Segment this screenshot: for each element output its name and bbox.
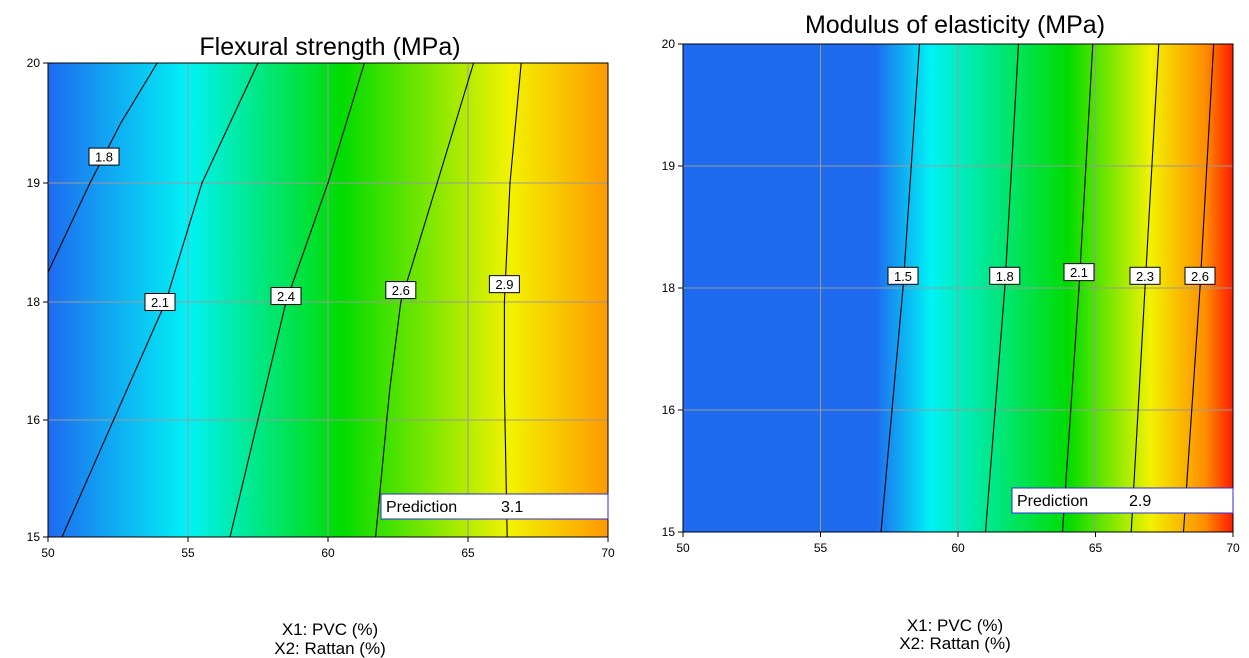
y-axis-label: X2: Rattan (%) bbox=[899, 634, 1011, 653]
x-tick-label: 55 bbox=[814, 541, 828, 555]
contour-label-box bbox=[989, 266, 1021, 285]
contour-line bbox=[61, 62, 259, 538]
chart-title: Modulus of elasticity (MPa) bbox=[805, 11, 1105, 39]
contour-label-text: 2.6 bbox=[392, 283, 410, 298]
contour-label: 2.4 bbox=[270, 287, 302, 306]
contour-line bbox=[503, 62, 522, 538]
modulus-of-elasticity-plot: 1.5 1.8 2.1 2.3 2.6 50 55 60 65 70 15 16 18 19 20 Modul… bbox=[662, 11, 1240, 653]
y-tick-label: 18 bbox=[662, 281, 676, 295]
y-tick-label: 19 bbox=[662, 159, 676, 173]
x-tick-label: 60 bbox=[321, 546, 335, 560]
x-tick-label: 50 bbox=[676, 541, 690, 555]
x-axis-label: X1: PVC (%) bbox=[907, 616, 1003, 635]
contour-line bbox=[1130, 43, 1160, 533]
flexural-strength-chart: 1.8 2.1 2.4 2.6 2.9 50 55 60 65 70 15 16 18 19 20 Flexu… bbox=[27, 33, 615, 658]
contour-line bbox=[229, 62, 365, 538]
contour-label-box bbox=[1129, 266, 1161, 285]
prediction-box-frame bbox=[1011, 487, 1234, 514]
y-tick-label: 18 bbox=[27, 295, 41, 309]
contour-label-text: 2.1 bbox=[151, 295, 169, 310]
contour-label: 2.1 bbox=[144, 293, 176, 311]
contour-label-box bbox=[887, 266, 919, 285]
contour-label-box bbox=[144, 293, 176, 311]
y-tick-label: 20 bbox=[27, 56, 41, 70]
contour-label-box bbox=[270, 287, 302, 306]
prediction-label: Prediction bbox=[386, 499, 457, 516]
contour-label: 2.1 bbox=[1063, 263, 1095, 282]
contour-label-text: 1.8 bbox=[996, 269, 1014, 284]
contour-line bbox=[984, 43, 1020, 533]
contour-label-text: 1.5 bbox=[894, 269, 912, 284]
y-tick-label: 16 bbox=[662, 403, 676, 417]
contour-label: 1.8 bbox=[88, 147, 120, 166]
flexural-strength-plot: 1.8 2.1 2.4 2.6 2.9 50 55 60 65 70 15 16 18 19 20 Flexu… bbox=[27, 33, 615, 658]
contour-label-box bbox=[385, 281, 417, 300]
contour-label: 1.5 bbox=[887, 266, 919, 285]
contour-label-text: 2.3 bbox=[1136, 269, 1154, 284]
contour-line bbox=[1061, 43, 1094, 533]
prediction-box: Prediction 3.1 bbox=[380, 493, 609, 520]
contour-line bbox=[1182, 43, 1215, 533]
prediction-box: Prediction 2.9 bbox=[1011, 487, 1234, 514]
prediction-value: 3.1 bbox=[501, 499, 523, 516]
contour-label-text: 2.6 bbox=[1191, 269, 1209, 284]
contour-label: 2.3 bbox=[1129, 266, 1161, 285]
contour-label-box bbox=[488, 275, 520, 294]
x-tick-label: 65 bbox=[461, 546, 475, 560]
y-tick-label: 20 bbox=[662, 37, 676, 51]
contour-label-text: 2.9 bbox=[495, 277, 513, 292]
contour-label: 2.6 bbox=[1184, 266, 1216, 285]
y-tick-label: 16 bbox=[27, 413, 41, 427]
contour-label: 2.9 bbox=[488, 275, 520, 294]
contour-label-box bbox=[1063, 263, 1095, 282]
x-tick-label: 60 bbox=[951, 541, 965, 555]
x-axis-label: X1: PVC (%) bbox=[282, 620, 378, 639]
y-axis-label: X2: Rattan (%) bbox=[274, 639, 386, 658]
contour-label-text: 2.1 bbox=[1070, 265, 1088, 280]
x-tick-label: 70 bbox=[1226, 541, 1240, 555]
y-tick-label: 15 bbox=[27, 530, 41, 544]
x-tick-label: 50 bbox=[41, 546, 55, 560]
contour-label-text: 2.4 bbox=[277, 289, 295, 304]
prediction-box-frame bbox=[380, 493, 609, 520]
x-tick-label: 55 bbox=[181, 546, 195, 560]
chart-title: Flexural strength (MPa) bbox=[199, 33, 460, 61]
x-tick-label: 70 bbox=[601, 546, 615, 560]
prediction-value: 2.9 bbox=[1129, 493, 1151, 510]
contour-label-box bbox=[1184, 266, 1216, 285]
y-tick-label: 19 bbox=[27, 176, 41, 190]
contour-label-text: 1.8 bbox=[95, 150, 113, 165]
contour-label: 1.8 bbox=[989, 266, 1021, 285]
modulus-of-elasticity-chart: 1.5 1.8 2.1 2.3 2.6 50 55 60 65 70 15 16 18 19 20 Modul… bbox=[625, 0, 1249, 658]
x-tick-label: 65 bbox=[1089, 541, 1103, 555]
contour-label-box bbox=[88, 147, 120, 166]
y-tick-label: 15 bbox=[662, 525, 676, 539]
contour-line bbox=[375, 62, 475, 538]
prediction-label: Prediction bbox=[1017, 493, 1088, 510]
contour-label: 2.6 bbox=[385, 281, 417, 300]
contour-line bbox=[880, 43, 921, 533]
